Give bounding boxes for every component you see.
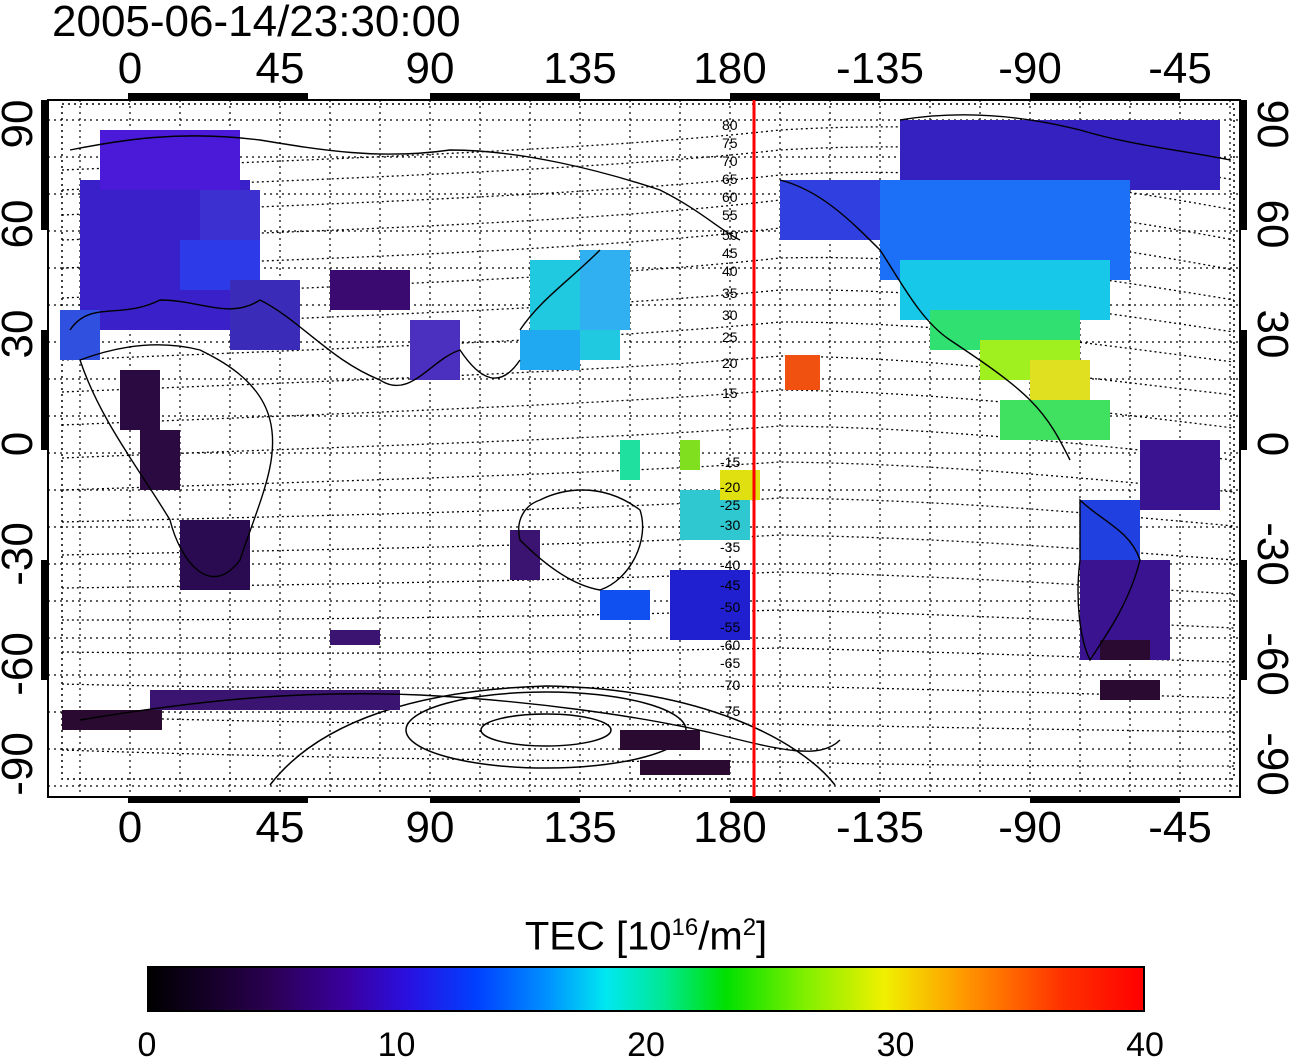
latitude-tick-label: 90 (0, 99, 42, 149)
longitude-tick-label: 45 (255, 803, 305, 852)
latitude-tick-label: -90 (1248, 732, 1292, 796)
contour-label: 35 (722, 285, 738, 301)
longitude-tick-label: -90 (998, 44, 1062, 93)
colorbar-tick-label: 10 (377, 1026, 416, 1064)
contour-label: 30 (722, 307, 738, 323)
longitude-tick-label: 180 (693, 803, 767, 852)
longitude-tick-label: 90 (405, 803, 455, 852)
tec-observations (60, 120, 1220, 775)
latitude-tick-label: -30 (0, 522, 42, 586)
latitude-tick-label: -60 (1248, 632, 1292, 696)
contour-label: 65 (722, 171, 738, 187)
contour-label: 40 (722, 263, 738, 279)
latitude-tick-label: 60 (1248, 199, 1292, 249)
timestamp-title: 2005-06-14/23:30:00 (52, 0, 461, 46)
contour-label: 15 (722, 385, 738, 401)
contour-label: 60 (722, 189, 738, 205)
contour-label: 55 (722, 207, 738, 223)
contour-label: -65 (720, 655, 740, 671)
contour-label: 20 (722, 355, 738, 371)
longitude-tick-label: -135 (835, 44, 925, 93)
longitude-tick-label: 180 (693, 44, 767, 93)
frame-tick-bars (41, 93, 1247, 803)
contour-label: -50 (720, 599, 740, 615)
longitude-tick-label: 90 (405, 44, 455, 93)
latitude-tick-label: 0 (1248, 394, 1292, 494)
contour-label: 75 (722, 135, 738, 151)
longitude-tick-label: -45 (1148, 803, 1212, 852)
latitude-tick-label: -30 (1248, 522, 1292, 586)
colorbar-title: TEC [1016/m2] (524, 914, 768, 959)
contour-label: -70 (720, 677, 740, 693)
longitude-tick-label: -90 (998, 803, 1062, 852)
tec-colorbar (147, 966, 1145, 1012)
coastlines (69, 114, 1231, 752)
contour-label: -30 (720, 517, 740, 533)
longitude-tick-label: 135 (543, 803, 617, 852)
latitude-tick-label: -90 (0, 732, 42, 796)
longitude-tick-label: -45 (1148, 44, 1212, 93)
colorbar-tick-label: 40 (1126, 1026, 1164, 1064)
contour-label: -25 (720, 497, 740, 513)
latitude-tick-label: 30 (1248, 309, 1292, 359)
longitude-tick-label: 0 (117, 44, 143, 93)
contour-label: 80 (722, 117, 738, 133)
contour-labels: 80 75 70 65 60 55 50 45 40 35 30 25 20 15 -15 -20 -25 -30… (720, 117, 740, 719)
longitude-tick-label: -135 (835, 803, 925, 852)
contour-label: 50 (722, 227, 738, 243)
longitude-tick-label: 0 (117, 803, 143, 852)
latitude-tick-label: 30 (0, 309, 42, 359)
colorbar-tick-label: 20 (627, 1026, 665, 1064)
latitude-tick-label: 0 (0, 394, 42, 494)
contour-label: -20 (720, 479, 740, 495)
contour-label: -60 (720, 637, 740, 653)
contour-label: -45 (720, 577, 740, 593)
latitude-tick-label: 60 (0, 199, 42, 249)
contour-label: -75 (720, 703, 740, 719)
longitude-tick-label: 45 (255, 44, 305, 93)
contour-label: -55 (720, 619, 740, 635)
contour-label: -35 (720, 539, 740, 555)
contour-label: 25 (722, 329, 738, 345)
contour-label: -40 (720, 557, 740, 573)
contour-label: 70 (722, 153, 738, 169)
contour-label: -15 (720, 454, 740, 470)
colorbar-tick-label: 30 (876, 1026, 915, 1064)
colorbar-tick-label: 0 (137, 1026, 157, 1064)
latitude-tick-label: 90 (1248, 99, 1292, 149)
longitude-tick-label: 135 (543, 44, 617, 93)
latitude-tick-label: -60 (0, 632, 42, 696)
contour-label: 45 (722, 245, 738, 261)
